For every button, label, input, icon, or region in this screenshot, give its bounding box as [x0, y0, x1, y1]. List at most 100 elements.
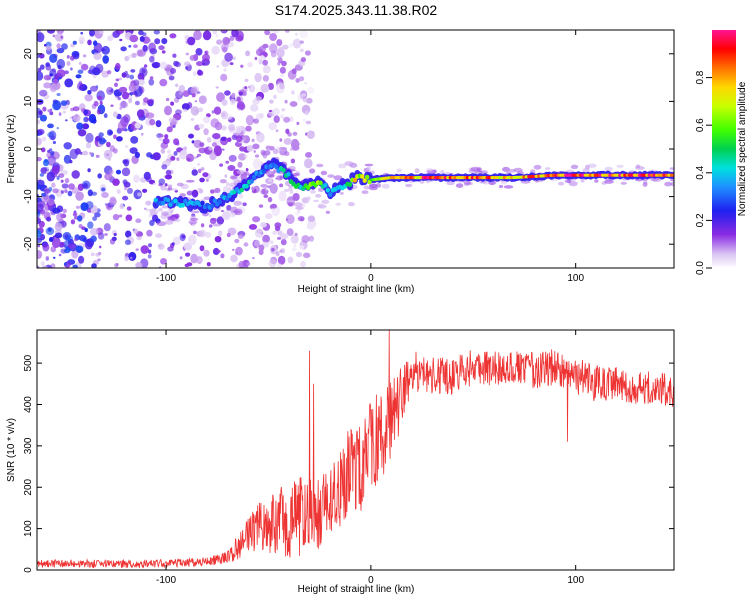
y-tick-label: 0 — [23, 146, 34, 152]
spectrogram-halo-blob — [364, 163, 374, 167]
spectrogram-noise-blob — [289, 101, 298, 107]
spectrogram-halo-blob — [167, 186, 173, 191]
spectrogram-noise-blob — [180, 150, 188, 155]
spectrogram-noise-blob — [39, 89, 48, 97]
spectrogram-noise-blob — [292, 38, 302, 49]
spectrogram-noise-blob — [43, 74, 52, 81]
spectrogram-noise-blob — [146, 38, 151, 43]
spectrogram-noise-blob — [265, 188, 268, 191]
spectrogram-noise-blob — [248, 84, 256, 93]
spectrogram-noise-blob — [175, 83, 179, 88]
spectrogram-noise-blob — [256, 228, 263, 234]
colorbar-gradient — [712, 30, 736, 268]
spectrogram-halo-blob — [381, 183, 390, 189]
spectrogram-noise-blob — [286, 228, 294, 237]
spectrogram-noise-blob — [110, 104, 114, 107]
spectrogram-noise-blob — [253, 118, 259, 124]
spectrogram-noise-blob — [143, 97, 149, 103]
spectrogram-noise-blob — [87, 189, 93, 197]
spectrogram-noise-blob — [198, 107, 203, 113]
spectrogram-halo-blob — [156, 221, 167, 227]
spectrogram-noise-blob — [152, 63, 160, 69]
spectrogram-noise-blob — [106, 141, 111, 148]
spectrogram-noise-blob — [69, 159, 73, 164]
spectrogram-noise-blob — [184, 61, 191, 67]
spectrogram-noise-blob — [153, 30, 160, 35]
spectrogram-noise-blob — [56, 69, 66, 78]
spectrogram-noise-blob — [82, 150, 89, 156]
spectrogram-noise-blob — [289, 116, 294, 123]
spectrogram-noise-blob — [46, 171, 55, 182]
spectrogram-halo-blob — [170, 188, 178, 191]
spectrogram-noise-blob — [58, 112, 62, 116]
spectrogram-halo-blob — [317, 204, 327, 209]
spectrogram-halo-blob — [254, 154, 260, 158]
spectrogram-noise-blob — [215, 34, 219, 37]
spectrogram-noise-blob — [235, 135, 243, 143]
spectrogram-noise-blob — [113, 111, 118, 118]
spectrogram-noise-blob — [252, 216, 261, 223]
spectrogram-noise-blob — [199, 177, 205, 183]
spectrogram-noise-blob — [220, 253, 225, 259]
x-tick-label: 0 — [368, 575, 374, 586]
spectrogram-noise-blob — [82, 123, 90, 130]
spectrogram-noise-blob — [244, 78, 249, 83]
spectrogram-noise-blob — [169, 33, 177, 39]
spectrogram-noise-blob — [135, 218, 142, 223]
spectrogram-halo-blob — [243, 171, 250, 176]
spectrogram-ridge-core — [274, 164, 279, 170]
spectrogram-noise-blob — [280, 114, 284, 119]
y-tick-label: 10 — [23, 95, 34, 107]
spectrogram-noise-blob — [118, 77, 122, 81]
spectrogram-noise-blob — [95, 63, 104, 74]
spectrogram-noise-blob — [279, 66, 286, 74]
spectrogram-noise-blob — [80, 63, 89, 71]
spectrogram-noise-blob — [236, 96, 241, 102]
spectrogram-halo-blob — [233, 200, 243, 206]
spectrogram-noise-blob — [192, 71, 197, 76]
spectrogram-noise-blob — [215, 86, 219, 89]
spectrogram-noise-blob — [136, 235, 142, 241]
spectrogram-noise-blob — [142, 188, 148, 193]
spectrogram-noise-blob — [277, 230, 283, 236]
spectrogram-noise-blob — [139, 36, 145, 42]
x-tick-label: 0 — [368, 273, 374, 284]
spectrogram-noise-blob — [119, 38, 123, 42]
spectrogram-noise-blob — [253, 185, 260, 193]
spectrogram-halo-blob — [405, 183, 413, 188]
spectrogram-noise-blob — [211, 110, 215, 114]
spectrogram-noise-blob — [158, 136, 163, 141]
spectrogram-ridge-core — [318, 180, 323, 186]
spectrogram-noise-blob — [270, 50, 277, 58]
spectrogram-noise-blob — [216, 39, 223, 45]
spectrogram-noise-blob — [202, 30, 212, 41]
spectrogram-ridge-core — [669, 173, 674, 177]
spectrogram-noise-blob — [200, 167, 205, 171]
spectrogram-noise-blob — [159, 134, 164, 138]
spectrogram-noise-blob — [300, 57, 307, 63]
spectrogram-noise-blob — [217, 230, 223, 237]
spectrogram-ridge-core — [306, 185, 311, 191]
spectrogram-halo-blob — [425, 168, 433, 172]
spectrogram-noise-blob — [235, 35, 244, 42]
spectrogram-noise-blob — [37, 71, 44, 81]
spectrogram-halo-blob — [229, 175, 238, 180]
spectrogram-halo-blob — [316, 163, 324, 168]
spectrogram-noise-blob — [277, 236, 282, 240]
spectrogram-noise-blob — [45, 62, 51, 67]
spectrogram-halo-blob — [564, 179, 571, 184]
spectrogram-noise-blob — [245, 115, 254, 126]
spectrogram-noise-blob — [288, 43, 293, 48]
spectrogram-noise-blob — [262, 234, 270, 243]
spectrogram-noise-blob — [251, 186, 255, 191]
spectrogram-noise-blob — [149, 118, 156, 126]
spectrogram-noise-blob — [271, 247, 275, 252]
spectrogram-noise-blob — [279, 249, 283, 253]
spectrogram-ridge — [152, 157, 674, 214]
spectrogram-noise-blob — [230, 254, 238, 263]
spectrogram-noise-blob — [255, 48, 264, 56]
spectrogram-noise-blob — [193, 230, 197, 235]
spectrogram-noise-blob — [117, 120, 127, 132]
spectrogram-ridge-core — [244, 183, 249, 189]
